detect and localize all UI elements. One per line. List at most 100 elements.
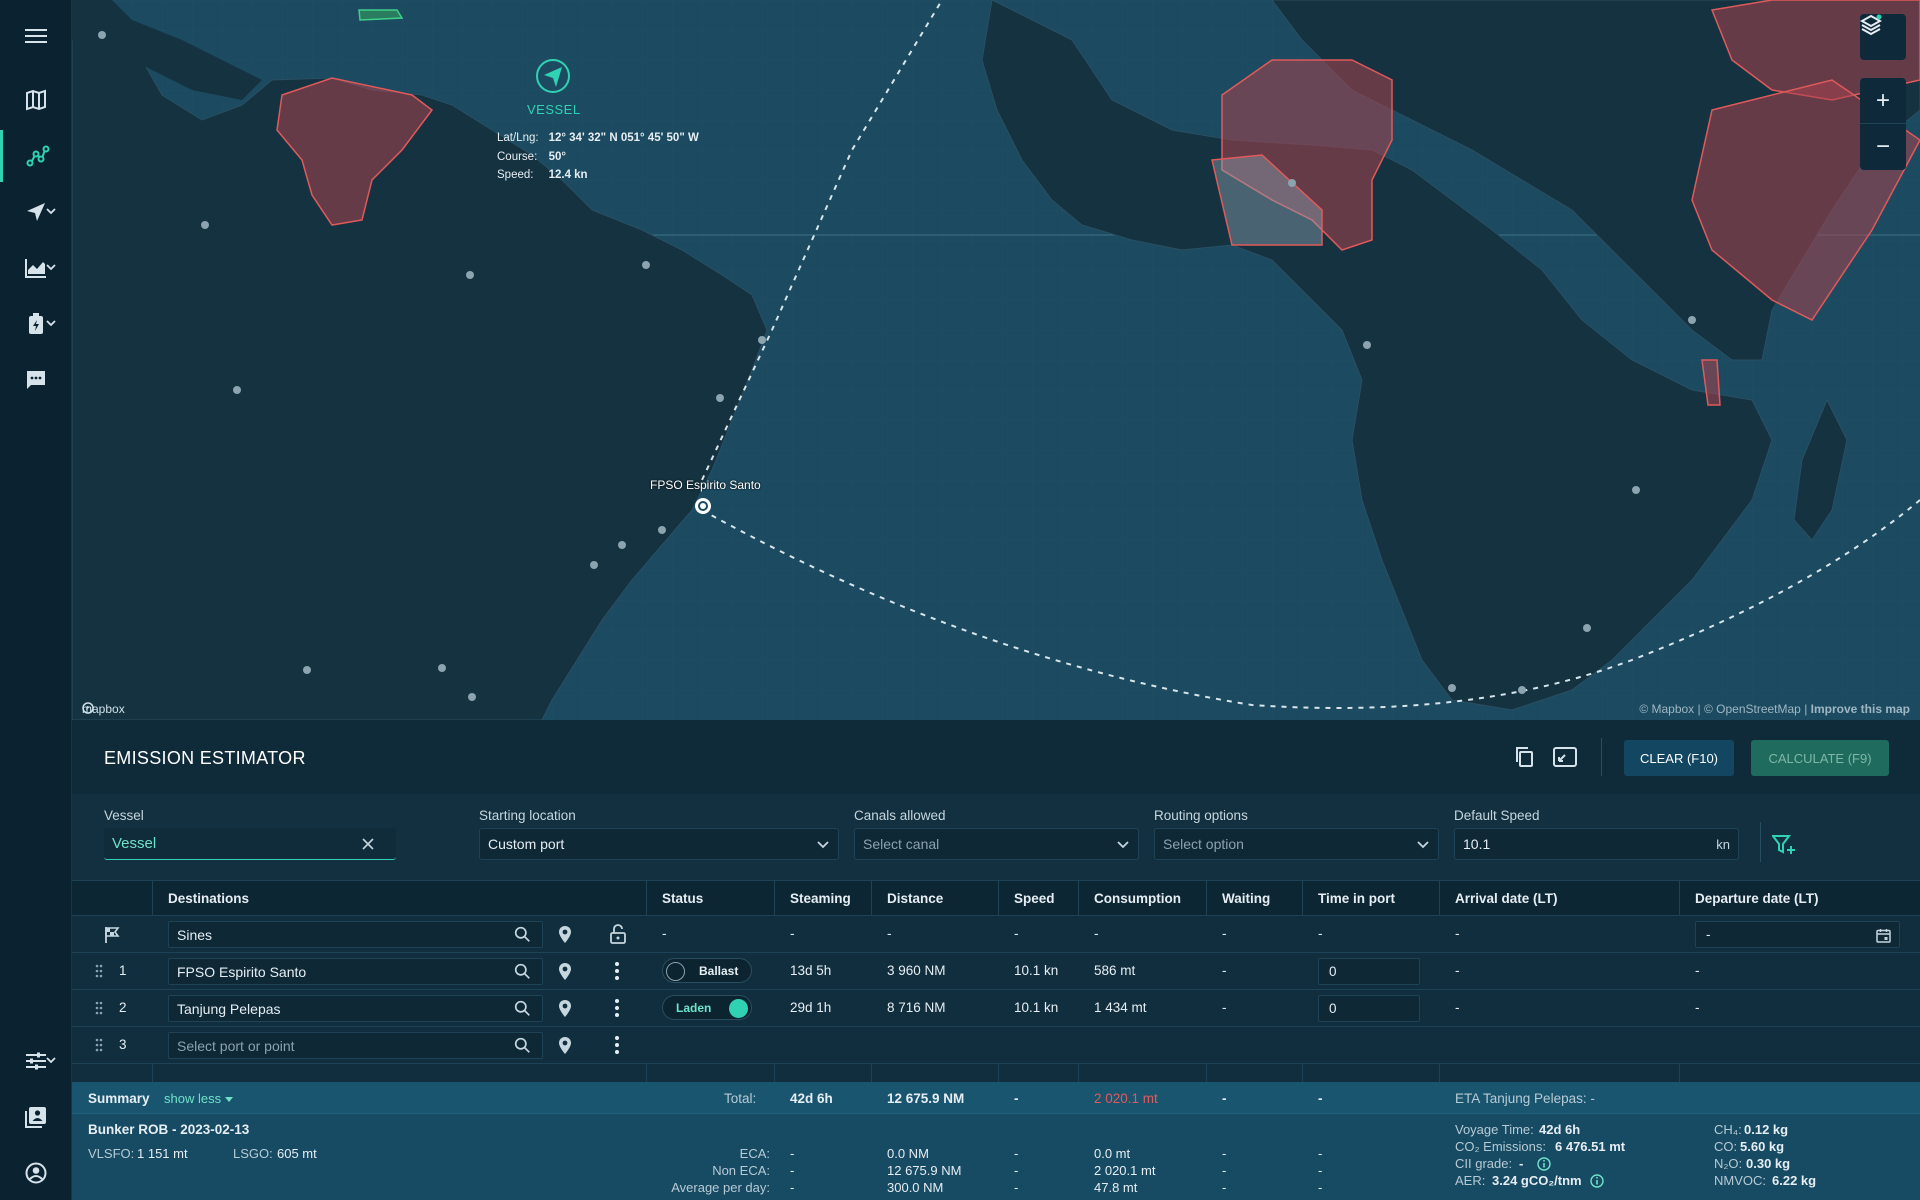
navigation-icon[interactable] (0, 186, 72, 238)
location-pin-icon[interactable] (558, 1036, 572, 1055)
col-time-in-port: Time in port (1318, 891, 1396, 906)
menu-icon[interactable] (0, 10, 72, 62)
default-speed-value: 10.1 (1463, 836, 1491, 852)
non-eca-steaming: - (790, 1163, 795, 1178)
row-speed[interactable]: 10.1 kn (1014, 1000, 1059, 1015)
ch4-value: 0.12 kg (1744, 1122, 1789, 1137)
vessel-field[interactable]: Vessel (104, 828, 396, 860)
vessel-label[interactable]: VESSEL (527, 102, 581, 117)
canals-label: Canals allowed (854, 808, 946, 823)
search-icon[interactable] (514, 1000, 531, 1017)
search-icon[interactable] (514, 926, 531, 943)
summary-total-row: Summary show less Total: 42d 6h 12 675.9… (72, 1082, 1920, 1114)
emission-estimator-panel: EMISSION ESTIMATOR CLEAR (F10) CALCULATE… (72, 720, 1920, 1200)
destination-input[interactable]: FPSO Espirito Santo (168, 958, 543, 985)
row-departure: - (1695, 1000, 1700, 1015)
attribution-text[interactable]: © Mapbox | © OpenStreetMap | (1639, 702, 1811, 716)
aer-label: AER: (1455, 1173, 1486, 1188)
clear-vessel-icon[interactable] (362, 838, 374, 850)
co-value: 5.60 kg (1740, 1139, 1785, 1154)
time-in-port-input[interactable]: 0 (1318, 958, 1420, 985)
location-pin-icon[interactable] (558, 925, 572, 944)
more-options-icon[interactable] (614, 961, 620, 981)
row-distance: 8 716 NM (887, 1000, 946, 1015)
map-view[interactable]: VESSEL Lat/Lng: 12° 34' 32" N 051° 45' 50… (72, 0, 1920, 720)
drag-handle-icon[interactable] (95, 1001, 103, 1015)
chart-icon[interactable] (0, 242, 72, 294)
map-icon[interactable] (0, 74, 72, 126)
time-in-port-input[interactable]: 0 (1318, 995, 1420, 1022)
show-less-toggle[interactable]: show less (164, 1091, 233, 1106)
col-speed: Speed (1014, 891, 1055, 906)
location-pin-icon[interactable] (558, 962, 572, 981)
drag-handle-icon[interactable] (95, 1038, 103, 1052)
chevron-down-icon (46, 1057, 56, 1064)
avg-steaming: - (790, 1180, 795, 1195)
non-eca-consumption: 2 020.1 mt (1094, 1163, 1156, 1178)
col-steaming: Steaming (790, 891, 851, 906)
col-arrival: Arrival date (LT) (1455, 891, 1558, 906)
header-separator (1601, 738, 1602, 776)
info-icon[interactable] (1590, 1174, 1604, 1188)
row-steaming: 13d 5h (790, 963, 832, 978)
row-speed[interactable]: 10.1 kn (1014, 963, 1059, 978)
new-destination-input[interactable]: Select port or point (168, 1032, 543, 1059)
col-destinations: Destinations (168, 891, 250, 906)
destination-input[interactable]: Tanjung Pelepas (168, 995, 543, 1022)
chevron-down-icon (1417, 841, 1429, 849)
calendar-icon[interactable] (1876, 928, 1891, 943)
minimize-panel-icon[interactable] (1552, 744, 1578, 770)
speed-value: 12.4 kn (548, 169, 588, 181)
calculate-button[interactable]: CALCULATE (F9) (1751, 740, 1889, 776)
search-icon[interactable] (514, 1037, 531, 1054)
vlsfo-value: 1 151 mt (137, 1146, 188, 1161)
settings-sliders-icon[interactable] (0, 1035, 72, 1087)
starting-location-select[interactable]: Custom port (479, 828, 839, 860)
unlock-icon[interactable] (610, 924, 626, 944)
status-toggle-laden[interactable]: Laden (662, 995, 752, 1020)
route-icon[interactable] (0, 130, 72, 182)
non-eca-time-in-port: - (1318, 1163, 1323, 1178)
map-attribution: © Mapbox | © OpenStreetMap | Improve thi… (1639, 702, 1910, 716)
location-pin-icon[interactable] (558, 999, 572, 1018)
lsgo-value: 605 mt (277, 1146, 317, 1161)
status-toggle-ballast[interactable]: Ballast (662, 958, 752, 983)
improve-map-link[interactable]: Improve this map (1810, 702, 1910, 716)
layers-control[interactable] (1860, 14, 1906, 60)
more-options-icon[interactable] (614, 998, 620, 1018)
fuel-icon[interactable] (0, 298, 72, 350)
contacts-icon[interactable] (0, 1091, 72, 1143)
co-label: CO: (1714, 1139, 1738, 1154)
avg-waiting: - (1222, 1180, 1227, 1195)
eca-time-in-port: - (1318, 1146, 1323, 1161)
eca-steaming: - (790, 1146, 795, 1161)
zoom-in-button[interactable]: + (1860, 78, 1906, 124)
estimator-form: Vessel Vessel Starting location Custom p… (72, 794, 1920, 924)
default-speed-unit: kn (1716, 837, 1730, 852)
vessel-field-value: Vessel (112, 835, 157, 852)
co2-value: 6 476.51 mt (1555, 1139, 1626, 1154)
start-departure-input[interactable]: - (1695, 921, 1900, 948)
zoom-out-button[interactable]: − (1875, 133, 1890, 160)
search-icon[interactable] (514, 963, 531, 980)
table-header: Destinations Status Steaming Distance Sp… (72, 880, 1920, 916)
layers-icon[interactable] (1860, 14, 1906, 60)
copy-icon[interactable] (1511, 744, 1537, 770)
port-label[interactable]: FPSO Espirito Santo (650, 478, 761, 492)
panel-header: EMISSION ESTIMATOR CLEAR (F10) CALCULATE… (72, 720, 1920, 794)
drag-handle-icon[interactable] (95, 964, 103, 978)
port-dots (98, 31, 1696, 701)
mapbox-logo[interactable]: mapbox (82, 702, 125, 716)
non-eca-distance: 12 675.9 NM (887, 1163, 962, 1178)
more-options-icon[interactable] (614, 1035, 620, 1055)
account-icon[interactable] (0, 1147, 72, 1199)
add-filter-icon[interactable] (1772, 834, 1796, 856)
chat-icon[interactable] (0, 354, 72, 406)
info-icon[interactable] (1537, 1157, 1551, 1171)
canals-select[interactable]: Select canal (854, 828, 1139, 860)
start-destination-input[interactable]: Sines (168, 921, 543, 948)
cii-value: - (1519, 1156, 1524, 1171)
routing-select[interactable]: Select option (1154, 828, 1439, 860)
default-speed-input[interactable]: 10.1 kn (1454, 828, 1739, 860)
clear-button[interactable]: CLEAR (F10) (1624, 740, 1734, 776)
